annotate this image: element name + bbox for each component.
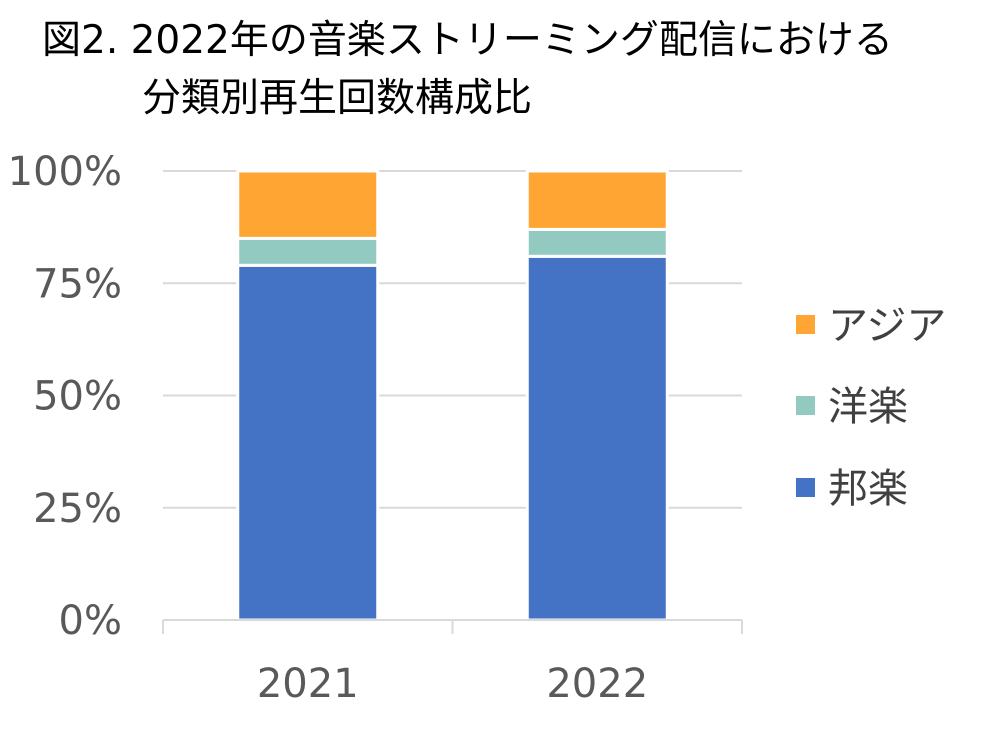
y-tick-label: 0% <box>59 598 122 644</box>
chart-title-line2: 分類別再生回数構成比 <box>142 76 533 121</box>
bar-segment <box>236 236 380 267</box>
bar-segment <box>525 169 669 231</box>
bars <box>236 169 669 622</box>
bar-segment <box>525 254 669 622</box>
x-tick-label: 2022 <box>546 661 648 707</box>
legend-swatch <box>796 478 815 497</box>
y-tick-label: 50% <box>33 374 122 420</box>
chart-title-line1: 図2. 2022年の音楽ストリーミング配信における <box>42 18 893 63</box>
y-tick-label: 25% <box>33 486 122 532</box>
y-tick-label: 75% <box>33 261 122 307</box>
bar-segment <box>236 263 380 622</box>
x-axis: 2021 2022 <box>162 619 743 707</box>
y-axis-ticks: 0% 25% 50% 75% 100% <box>8 149 122 644</box>
legend-swatch <box>796 396 815 415</box>
bar-segment <box>525 227 669 258</box>
legend-label: 洋楽 <box>828 384 908 430</box>
y-tick-label: 100% <box>8 149 122 195</box>
chart-title: 図2. 2022年の音楽ストリーミング配信における 分類別再生回数構成比 <box>42 12 982 128</box>
legend-label: 邦楽 <box>828 466 908 512</box>
x-tick-label: 2021 <box>257 661 359 707</box>
bar-segment <box>236 169 380 240</box>
legend-swatch <box>796 315 815 334</box>
legend-label: アジア <box>828 303 946 349</box>
